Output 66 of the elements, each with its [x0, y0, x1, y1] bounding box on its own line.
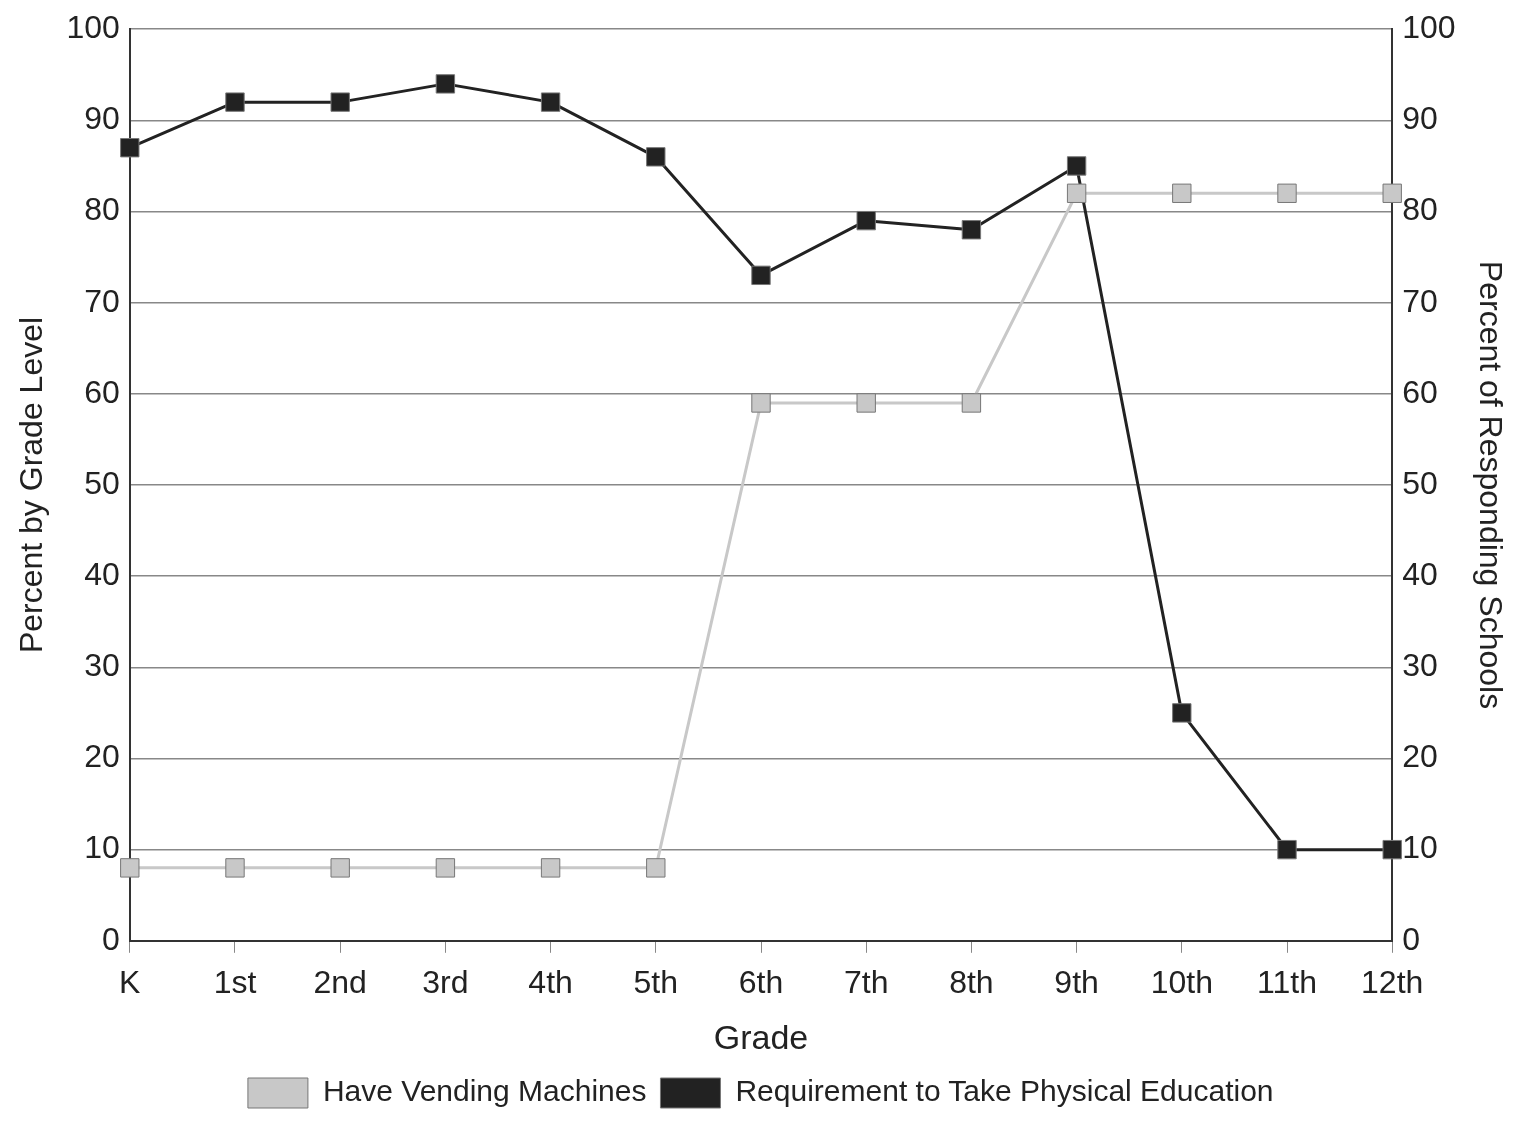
x-tick-label: 9th [1054, 963, 1099, 1000]
x-tick-label: 6th [738, 963, 784, 1000]
point [751, 393, 771, 413]
point [1066, 156, 1087, 176]
y-axis-title: Percent by Grade Level [13, 316, 50, 654]
x-axis-title: Grade [713, 1017, 809, 1056]
y-tick-label: 0 [101, 920, 120, 957]
y-tick-label: 60 [84, 373, 120, 410]
point [1277, 839, 1297, 860]
y2-tick-label: 80 [1402, 191, 1438, 228]
y2-tick-label: 0 [1402, 920, 1421, 957]
y2-tick-label: 70 [1402, 282, 1438, 319]
point [1066, 183, 1087, 203]
y-tick-label: 40 [84, 555, 120, 592]
x-tick-label: 2nd [313, 963, 367, 1000]
y2-tick-label: 50 [1402, 464, 1438, 501]
legend-label: Requirement to Take Physical Education [735, 1074, 1274, 1108]
y2-tick-label: 30 [1402, 647, 1438, 684]
y-tick-label: 30 [84, 647, 120, 684]
y-tick-label: 70 [84, 282, 120, 319]
x-tick-label: 8th [949, 963, 994, 1000]
x-tick-label: 11th [1257, 963, 1317, 1000]
y2-tick-label: 20 [1402, 738, 1438, 775]
x-tick-label: 12th [1361, 963, 1424, 1000]
point [646, 147, 666, 167]
y-tick-label: 10 [84, 829, 120, 866]
point [1172, 703, 1192, 723]
point [1382, 183, 1402, 203]
point [435, 74, 456, 94]
point [330, 858, 350, 878]
point [751, 265, 771, 286]
point [1172, 183, 1192, 203]
point [120, 858, 140, 878]
point [540, 858, 561, 878]
y2-tick-label: 100 [1402, 9, 1456, 46]
point [1382, 839, 1402, 860]
point [856, 393, 876, 413]
x-tick-label: 5th [633, 963, 679, 1000]
point [330, 92, 350, 112]
y2-tick-label: 60 [1402, 373, 1438, 410]
point [646, 858, 666, 878]
y-tick-label: 80 [84, 191, 120, 228]
point [225, 858, 245, 878]
x-tick-label: 7th [843, 963, 889, 1000]
y-tick-label: 100 [66, 9, 120, 46]
point [435, 858, 456, 878]
y-tick-label: 20 [84, 738, 120, 775]
point [225, 92, 245, 112]
y-tick-label: 90 [84, 100, 120, 137]
x-tick-label: 3rd [422, 963, 469, 1000]
y2-tick-label: 90 [1402, 100, 1438, 137]
y2-axis-title: Percent of Responding Schools [1472, 260, 1509, 710]
point [856, 210, 876, 231]
x-tick-label: K [119, 963, 141, 1000]
x-tick-label: 1st [213, 963, 257, 1000]
point [961, 393, 982, 413]
x-tick-label: 10th [1150, 963, 1213, 1000]
y-tick-label: 50 [84, 464, 120, 501]
point [1277, 183, 1297, 203]
y2-tick-label: 40 [1402, 555, 1438, 592]
point [120, 138, 140, 158]
x-tick-label: 4th [528, 963, 573, 1000]
legend-label: Have Vending Machines [322, 1074, 647, 1108]
point [961, 220, 982, 240]
y2-tick-label: 10 [1402, 829, 1438, 866]
point [540, 92, 561, 112]
